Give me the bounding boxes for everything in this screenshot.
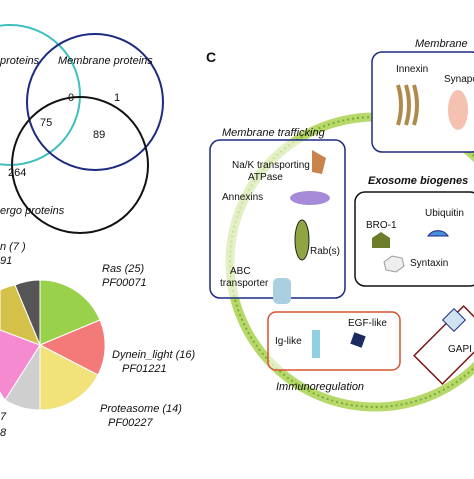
item-label: Synapo xyxy=(444,74,474,85)
item-label: transporter xyxy=(220,278,269,289)
panel-letter: C xyxy=(206,49,216,65)
egf-icon xyxy=(350,332,366,348)
item-label: Rab(s) xyxy=(310,246,340,257)
gapi-box xyxy=(413,305,474,385)
venn-circle xyxy=(0,24,81,166)
pie-label: Ras (25) xyxy=(102,263,145,275)
pie-label: Dynein_light (16) xyxy=(112,349,195,361)
venn-label: ergo proteins xyxy=(0,205,65,217)
abc-icon xyxy=(273,278,291,304)
pie-label: Proteasome (14) xyxy=(100,403,182,415)
item-label: ABC xyxy=(230,266,251,277)
pie-label: PF01221 xyxy=(122,363,167,375)
pie-label: n (7 ) xyxy=(0,241,26,253)
venn-circle xyxy=(26,33,164,171)
item-label: Syntaxin xyxy=(410,258,448,269)
gapi-icon xyxy=(441,307,467,333)
venn-number: 264 xyxy=(8,167,26,179)
item-label: Innexin xyxy=(396,64,428,75)
venn-number: 1 xyxy=(114,92,120,104)
syntaxin-icon xyxy=(383,255,405,273)
pie-label: PF00227 xyxy=(108,417,154,429)
atpase-icon xyxy=(312,150,326,174)
venn-number: 89 xyxy=(93,129,105,141)
pie-label: 91 xyxy=(0,255,12,267)
pie xyxy=(0,279,106,411)
item-label: Ubiquitin xyxy=(425,208,464,219)
box-title: Exosome biogenes xyxy=(368,175,468,187)
ubiquitin-icon xyxy=(427,230,449,237)
synapo-icon xyxy=(448,90,468,130)
pie-label: 8 xyxy=(0,427,7,439)
membrane-box xyxy=(371,51,474,153)
item-label: BRO-1 xyxy=(366,220,397,231)
item-label: ATPase xyxy=(248,172,283,183)
item-label: Na/K transporting xyxy=(232,160,310,171)
innexin-icon xyxy=(396,84,419,126)
venn-number: 75 xyxy=(40,117,52,129)
item-label: EGF-like xyxy=(348,318,387,329)
item-label: Ig-like xyxy=(275,336,302,347)
venn-label: Membrane proteins xyxy=(58,55,153,67)
box-title: Membrane trafficking xyxy=(222,127,326,139)
box-title: Membrane xyxy=(415,38,468,50)
annexin-icon xyxy=(290,191,330,205)
iglike-icon xyxy=(312,330,320,358)
venn-label: proteins xyxy=(0,55,40,67)
rab-icon xyxy=(294,219,310,261)
item-label: Annexins xyxy=(222,192,263,203)
pie-label: 7 xyxy=(0,411,7,423)
venn-number: 0 xyxy=(68,92,74,104)
box-title: Immunoregulation xyxy=(276,381,364,393)
immuno-box xyxy=(267,311,401,371)
venn-circle xyxy=(11,96,149,234)
item-label: GAPI xyxy=(448,344,472,355)
pie-label: PF00071 xyxy=(102,277,147,289)
bro1-icon xyxy=(372,232,390,248)
